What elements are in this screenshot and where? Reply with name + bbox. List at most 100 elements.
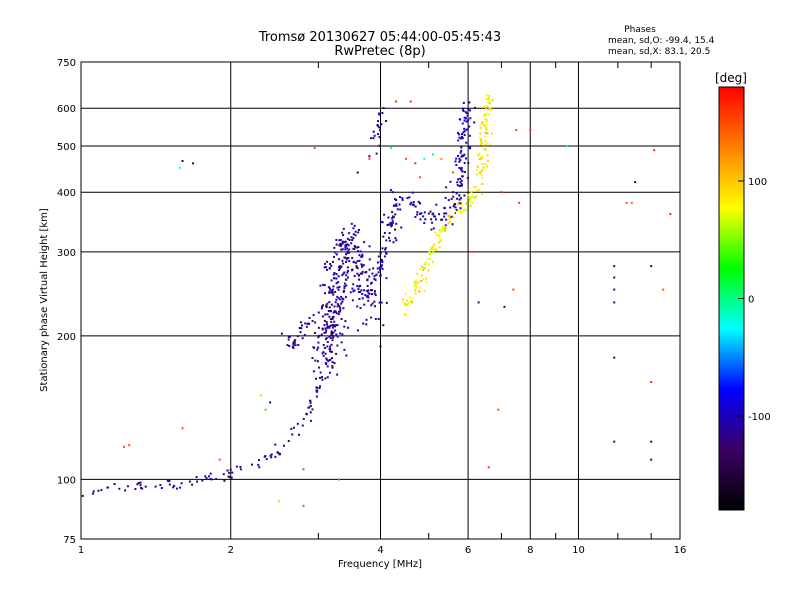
scatter-point — [500, 191, 503, 194]
echo-point — [137, 482, 140, 485]
echo-point — [463, 162, 466, 165]
echo-point — [425, 281, 428, 284]
echo-point — [330, 264, 333, 267]
echo-point — [461, 204, 464, 207]
echo-point — [378, 301, 381, 304]
echo-point — [382, 235, 385, 238]
echo-point — [291, 433, 294, 436]
echo-point — [434, 231, 437, 234]
scatter-point — [613, 276, 616, 279]
echo-point — [370, 293, 373, 296]
echo-point — [412, 204, 415, 207]
echo-point — [286, 344, 289, 347]
echo-point — [318, 334, 321, 337]
echo-point — [343, 325, 346, 328]
echo-point — [459, 168, 462, 171]
echo-point — [195, 476, 198, 479]
echo-point — [385, 239, 388, 242]
echo-point — [449, 206, 452, 209]
echo-point — [481, 121, 484, 124]
echo-point — [330, 330, 333, 333]
echo-point — [456, 184, 459, 187]
echo-point — [288, 344, 291, 347]
echo-point — [455, 192, 458, 195]
echo-point — [403, 302, 406, 305]
echo-point — [383, 255, 386, 258]
echo-point — [332, 315, 335, 318]
echo-point — [463, 127, 466, 130]
echo-point — [81, 494, 84, 497]
echo-point — [472, 185, 475, 188]
echo-point — [309, 401, 312, 404]
echo-point — [374, 279, 377, 282]
echo-point — [329, 336, 332, 339]
echo-point — [438, 234, 441, 237]
echo-point — [459, 180, 462, 183]
scatter-point — [368, 157, 371, 160]
echo-point — [222, 473, 225, 476]
scatter-point — [650, 440, 653, 443]
echo-point — [355, 246, 358, 249]
echo-point — [323, 319, 326, 322]
echo-point — [434, 248, 437, 251]
echo-point — [346, 271, 349, 274]
echo-point — [336, 281, 339, 284]
echo-point — [317, 341, 320, 344]
echo-point — [320, 376, 323, 379]
echo-point — [333, 305, 336, 308]
echo-point — [482, 147, 485, 150]
x-tick-label: 10 — [572, 545, 585, 556]
scatter-point — [264, 408, 267, 411]
scatter-point — [512, 288, 515, 291]
echo-point — [326, 325, 329, 328]
echo-point — [352, 227, 355, 230]
echo-point — [324, 361, 327, 364]
echo-point — [231, 471, 234, 474]
echo-point — [378, 136, 381, 139]
echo-point — [325, 266, 328, 269]
echo-point — [445, 186, 448, 189]
echo-point — [338, 244, 341, 247]
echo-point — [350, 242, 353, 245]
echo-point — [358, 254, 361, 257]
echo-point — [393, 204, 396, 207]
echo-point — [455, 157, 458, 160]
scatter-point — [625, 201, 628, 204]
scatter-point — [414, 162, 417, 165]
colorbar-tick-label: 0 — [748, 295, 754, 306]
echo-point — [371, 289, 374, 292]
echo-point — [430, 218, 433, 221]
echo-point — [420, 274, 423, 277]
echo-point — [359, 290, 362, 293]
echo-point — [431, 261, 434, 264]
echo-point — [292, 426, 295, 429]
echo-point — [373, 134, 376, 137]
echo-point — [391, 224, 394, 227]
echo-point — [168, 483, 171, 486]
echo-point — [361, 297, 364, 300]
echo-point — [471, 195, 474, 198]
echo-point — [414, 283, 417, 286]
scatter-point — [515, 129, 518, 132]
scatter-point — [277, 500, 280, 503]
echo-point — [485, 142, 488, 145]
echo-point — [491, 99, 494, 102]
echo-point — [406, 304, 409, 307]
echo-point — [341, 333, 344, 336]
echo-point — [341, 300, 344, 303]
echo-point — [486, 94, 489, 97]
echo-point — [485, 108, 488, 111]
echo-point — [329, 348, 332, 351]
echo-point — [361, 253, 364, 256]
echo-point — [270, 456, 273, 459]
echo-point — [325, 305, 328, 308]
scatter-point — [269, 401, 272, 404]
echo-point — [263, 455, 266, 458]
echo-point — [368, 275, 371, 278]
echo-point — [346, 243, 349, 246]
echo-point — [423, 222, 426, 225]
echo-point — [325, 357, 328, 360]
echo-point — [317, 336, 320, 339]
y-tick-label: 500 — [57, 142, 76, 153]
echo-point — [316, 389, 319, 392]
